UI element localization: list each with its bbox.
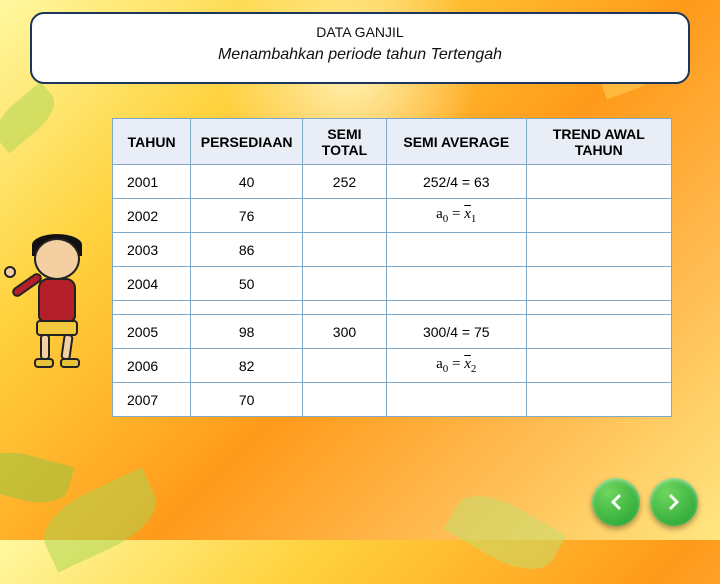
- cell-tahun: 2003: [113, 233, 191, 267]
- header-subtitle: Menambahkan periode tahun Tertengah: [48, 46, 672, 64]
- col-semi-total: SEMI TOTAL: [303, 119, 387, 165]
- cell-semi-total: [303, 199, 387, 233]
- cell-tahun: 2004: [113, 267, 191, 301]
- cell-semi-average: [386, 233, 526, 267]
- cell-semi-total: [303, 267, 387, 301]
- cell-persediaan: 76: [191, 199, 303, 233]
- table-row: 2005 98 300 300/4 = 75: [113, 315, 672, 349]
- cell-trend: [526, 267, 671, 301]
- table-header-row: TAHUN PERSEDIAAN SEMI TOTAL SEMI AVERAGE…: [113, 119, 672, 165]
- cell-semi-average: 300/4 = 75: [386, 315, 526, 349]
- table-row: 2001 40 252 252/4 = 63: [113, 165, 672, 199]
- cell-trend: [526, 349, 671, 383]
- cell-tahun: 2005: [113, 315, 191, 349]
- cell-semi-average: 252/4 = 63: [386, 165, 526, 199]
- cell-semi-total: [303, 383, 387, 417]
- cell-tahun: 2001: [113, 165, 191, 199]
- cell-persediaan: 50: [191, 267, 303, 301]
- mascot-image: [18, 238, 96, 368]
- cell-trend: [526, 383, 671, 417]
- col-semi-average: SEMI AVERAGE: [386, 119, 526, 165]
- cell-trend: [526, 315, 671, 349]
- cell-persediaan: 86: [191, 233, 303, 267]
- cell-semi-total: 252: [303, 165, 387, 199]
- data-table: TAHUN PERSEDIAAN SEMI TOTAL SEMI AVERAGE…: [112, 118, 672, 417]
- cell-trend: [526, 199, 671, 233]
- table-row: 2003 86: [113, 233, 672, 267]
- header-title: DATA GANJIL: [48, 24, 672, 40]
- table-row: 2006 82 a0 = x2: [113, 349, 672, 383]
- col-tahun: TAHUN: [113, 119, 191, 165]
- col-trend-awal: TREND AWAL TAHUN: [526, 119, 671, 165]
- cell-semi-average: [386, 383, 526, 417]
- arrow-left-icon: [604, 490, 628, 514]
- next-button[interactable]: [650, 478, 698, 526]
- cell-trend: [526, 165, 671, 199]
- table-row: 2002 76 a0 = x1: [113, 199, 672, 233]
- cell-tahun: 2006: [113, 349, 191, 383]
- col-persediaan: PERSEDIAAN: [191, 119, 303, 165]
- cell-tahun: 2002: [113, 199, 191, 233]
- cell-semi-average-formula: a0 = x2: [386, 349, 526, 383]
- cell-trend: [526, 233, 671, 267]
- table-row: 2004 50: [113, 267, 672, 301]
- cell-semi-total: [303, 233, 387, 267]
- table-gap-row: [113, 301, 672, 315]
- table-row: 2007 70: [113, 383, 672, 417]
- header-box: DATA GANJIL Menambahkan periode tahun Te…: [30, 12, 690, 84]
- cell-semi-average-formula: a0 = x1: [386, 199, 526, 233]
- cell-persediaan: 98: [191, 315, 303, 349]
- arrow-right-icon: [662, 490, 686, 514]
- cell-semi-total: 300: [303, 315, 387, 349]
- nav-controls: [592, 478, 698, 526]
- cell-persediaan: 40: [191, 165, 303, 199]
- cell-persediaan: 70: [191, 383, 303, 417]
- cell-semi-total: [303, 349, 387, 383]
- cell-persediaan: 82: [191, 349, 303, 383]
- cell-semi-average: [386, 267, 526, 301]
- prev-button[interactable]: [592, 478, 640, 526]
- cell-tahun: 2007: [113, 383, 191, 417]
